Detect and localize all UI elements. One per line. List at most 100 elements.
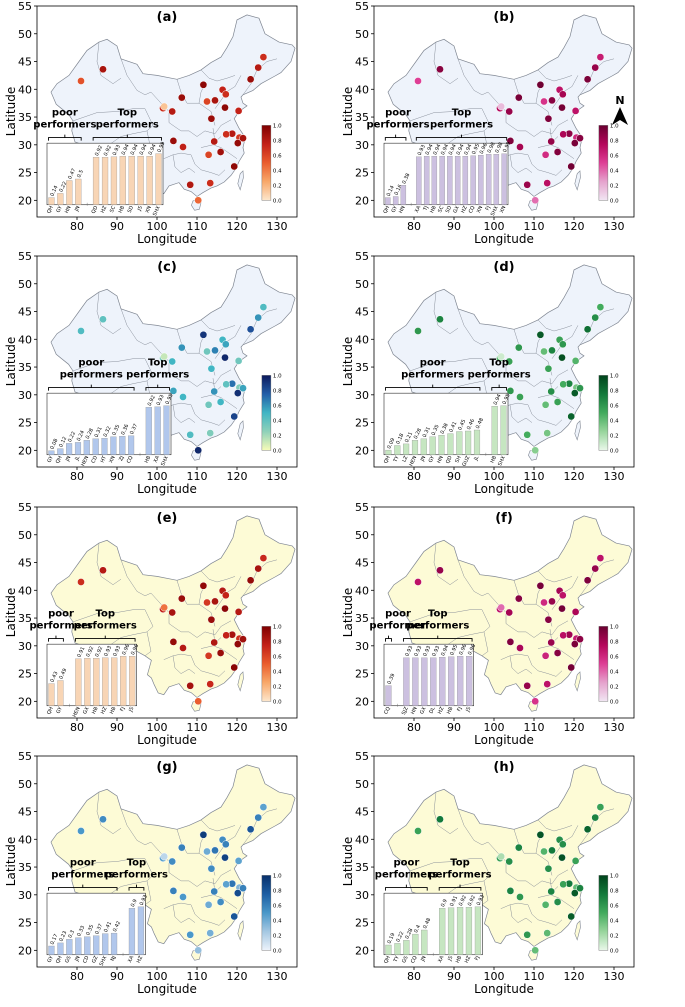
inset-bar xyxy=(75,178,82,205)
inset-category-label: GY xyxy=(46,454,55,463)
city-marker xyxy=(203,847,211,856)
city-marker xyxy=(576,134,584,143)
colorbar-tick-label: 0.0 xyxy=(610,699,619,705)
city-marker xyxy=(541,651,550,660)
inset-value-label: 0.9 xyxy=(130,898,139,908)
inset-bar xyxy=(84,658,91,706)
city-marker xyxy=(186,180,195,189)
province-border xyxy=(513,79,543,104)
inset-value-label: 0.94 xyxy=(455,143,465,156)
inset-category-label: XA xyxy=(437,955,446,964)
y-tick-label: 20 xyxy=(355,444,369,457)
inset-value-label: 0.24 xyxy=(76,430,86,443)
top-performers-brace xyxy=(491,384,507,391)
inset-category-label: JN xyxy=(74,955,82,963)
inset-value-label: 0.94 xyxy=(448,143,458,156)
colorbar-tick-label: 0.2 xyxy=(610,433,619,439)
y-axis-label: Latitude xyxy=(341,87,355,136)
province-border xyxy=(487,341,526,382)
inset-category-label: HN xyxy=(436,455,445,465)
city-marker xyxy=(177,594,186,603)
colorbar xyxy=(598,125,609,201)
top-performers-brace xyxy=(74,635,136,642)
city-marker xyxy=(576,884,584,893)
x-tick-label: 100 xyxy=(484,220,505,233)
city-marker xyxy=(230,663,239,672)
colorbar-tick-label: 0.0 xyxy=(273,699,282,705)
colorbar xyxy=(261,626,272,702)
city-marker xyxy=(567,663,576,672)
inset-category-label: FJ xyxy=(485,205,492,211)
axes-frame xyxy=(373,255,635,468)
city-marker xyxy=(531,946,540,955)
x-tick-label: 110 xyxy=(187,721,208,734)
inset-category-label: SHX xyxy=(160,455,170,467)
inset-bar xyxy=(403,443,410,455)
colorbar-tick-label: 1.0 xyxy=(610,123,619,129)
inset-value-label: 0.93 xyxy=(431,645,441,658)
y-tick-label: 50 xyxy=(18,529,32,542)
city-marker xyxy=(547,137,556,146)
inset-value-label: 0.92 xyxy=(85,646,95,659)
city-marker xyxy=(514,843,523,852)
inset-bar-chart: 0.14 QH0.16 GY 0.38 HN 0.93 XA 0.94 TJ 0.94 HB 0.94… xyxy=(383,141,513,217)
inset-category-label: SD xyxy=(127,205,135,214)
taiwan-island xyxy=(574,920,581,941)
colorbar-tick-label: 0.2 xyxy=(610,684,619,690)
inset-value-label: 0.37 xyxy=(94,923,104,936)
inset-value-label: 0.16 xyxy=(393,184,403,197)
city-marker xyxy=(558,340,567,349)
poor-performers-label: poor performers xyxy=(401,357,464,380)
axes-frame xyxy=(373,506,635,719)
inset-category-label: LZ xyxy=(401,455,409,464)
inset-bar xyxy=(111,657,118,706)
y-tick-label: 25 xyxy=(355,917,369,930)
inset-value-label: 0.93 xyxy=(413,645,423,658)
panel-title: (h) xyxy=(493,760,514,775)
inset-value-label: 0.43 xyxy=(49,671,59,684)
inset-value-label: 0.45 xyxy=(457,419,467,432)
province-border xyxy=(509,904,533,923)
y-tick-label: 40 xyxy=(18,833,32,846)
inset-value-label: 0.9 xyxy=(440,898,449,908)
inset-bar xyxy=(439,657,446,706)
x-tick-label: 110 xyxy=(187,970,208,983)
inset-bar xyxy=(92,157,100,205)
colorbar-tick-label: 0.8 xyxy=(273,388,282,394)
city-marker xyxy=(414,827,422,835)
inset-category-label: QH xyxy=(46,706,55,716)
y-tick-label: 20 xyxy=(18,444,32,457)
city-marker xyxy=(547,887,556,896)
inset-bar xyxy=(412,657,419,706)
province-border xyxy=(172,154,196,173)
inset-bar xyxy=(462,156,469,205)
city-marker xyxy=(221,604,229,613)
y-tick-label: 25 xyxy=(18,668,32,681)
colorbar xyxy=(598,875,609,951)
city-marker xyxy=(540,847,548,856)
city-marker xyxy=(179,143,187,151)
poor-performers-label: poor performers xyxy=(375,857,438,880)
inset-value-label: 0.18 xyxy=(395,433,405,446)
poor-performers-label: poor performers xyxy=(51,857,114,880)
inset-bar xyxy=(394,943,401,955)
inset-category-label: JN xyxy=(64,455,72,463)
x-axis-label: Longitude xyxy=(137,733,197,747)
inset-category-label: JN xyxy=(420,955,428,963)
inset-category-label: HB xyxy=(429,205,438,215)
city-marker xyxy=(516,143,524,151)
inset-bar xyxy=(83,440,90,455)
colorbar-tick-label: 1.0 xyxy=(610,873,619,879)
inset-value-label: 0.92 xyxy=(94,145,104,158)
city-marker xyxy=(591,63,600,72)
y-tick-label: 55 xyxy=(355,0,369,13)
inset-category-label: GY xyxy=(47,954,56,963)
y-tick-label: 40 xyxy=(18,584,32,597)
city-marker xyxy=(547,638,556,647)
inset-category-label: HZ xyxy=(100,205,109,215)
colorbar-tick-label: 0.6 xyxy=(273,654,282,660)
top-performers-label: Top performers xyxy=(430,107,493,130)
inset-value-label: 0.94 xyxy=(121,143,131,156)
province-border xyxy=(500,402,563,426)
inset-bar xyxy=(74,442,82,455)
